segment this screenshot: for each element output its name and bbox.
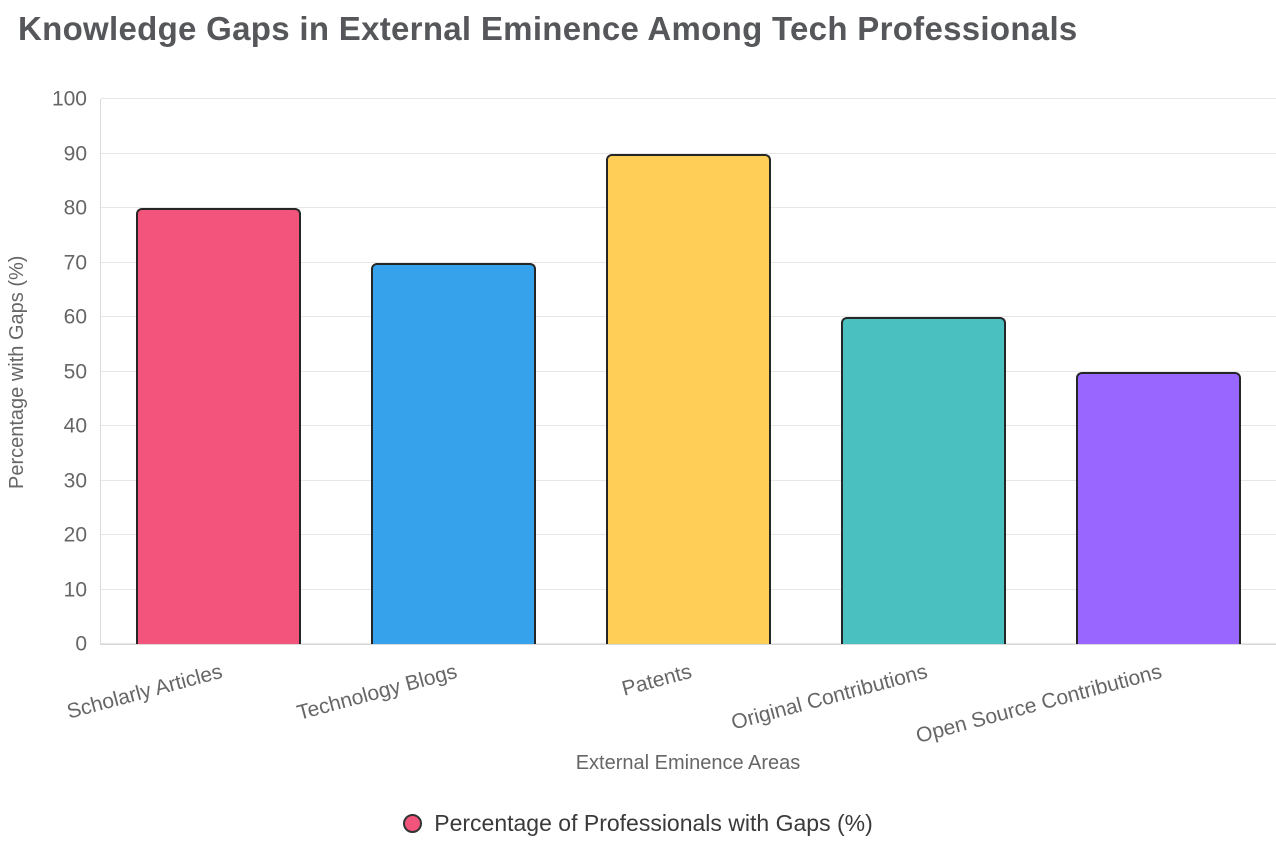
gridline bbox=[101, 98, 1276, 99]
y-axis-title: Percentage with Gaps (%) bbox=[6, 255, 28, 489]
bar-open-source-contributions[interactable] bbox=[1076, 371, 1241, 644]
bar-patents[interactable] bbox=[606, 153, 771, 644]
x-tick-label-patents: Patents bbox=[619, 660, 695, 701]
x-tick-label-original-contributions: Original Contributions bbox=[728, 660, 930, 735]
x-tick-label-open-source-contributions: Open Source Contributions bbox=[913, 660, 1165, 748]
y-tick-label: 30 bbox=[63, 469, 87, 492]
legend-label: Percentage of Professionals with Gaps (%… bbox=[434, 810, 873, 836]
bar-original-contributions[interactable] bbox=[841, 317, 1006, 644]
chart-title: Knowledge Gaps in External Eminence Amon… bbox=[18, 10, 1078, 47]
y-tick-label: 40 bbox=[63, 414, 87, 438]
y-tick-label: 70 bbox=[63, 251, 87, 274]
y-tick-label: 100 bbox=[51, 87, 87, 111]
legend-item[interactable]: Percentage of Professionals with Gaps (%… bbox=[0, 810, 1276, 837]
bar-scholarly-articles[interactable] bbox=[136, 208, 301, 644]
y-tick-label: 0 bbox=[75, 632, 87, 656]
y-tick-label: 60 bbox=[63, 305, 87, 329]
y-tick-label: 80 bbox=[63, 196, 87, 220]
y-tick-label: 50 bbox=[63, 360, 87, 383]
x-tick-label-scholarly-articles: Scholarly Articles bbox=[64, 660, 225, 724]
y-tick-label: 20 bbox=[63, 523, 87, 547]
legend-marker-icon bbox=[403, 814, 423, 833]
x-axis-title: External Eminence Areas bbox=[575, 752, 801, 774]
gridline bbox=[101, 152, 1276, 154]
y-tick-label: 10 bbox=[63, 578, 87, 601]
y-tick-label: 90 bbox=[63, 142, 87, 165]
x-tick-label-technology-blogs: Technology Blogs bbox=[294, 660, 460, 725]
bar-technology-blogs[interactable] bbox=[371, 262, 536, 644]
plot-area: 0 10 20 30 40 50 60 70 80 90 100 Scholarly Articles… bbox=[52, 89, 1276, 748]
